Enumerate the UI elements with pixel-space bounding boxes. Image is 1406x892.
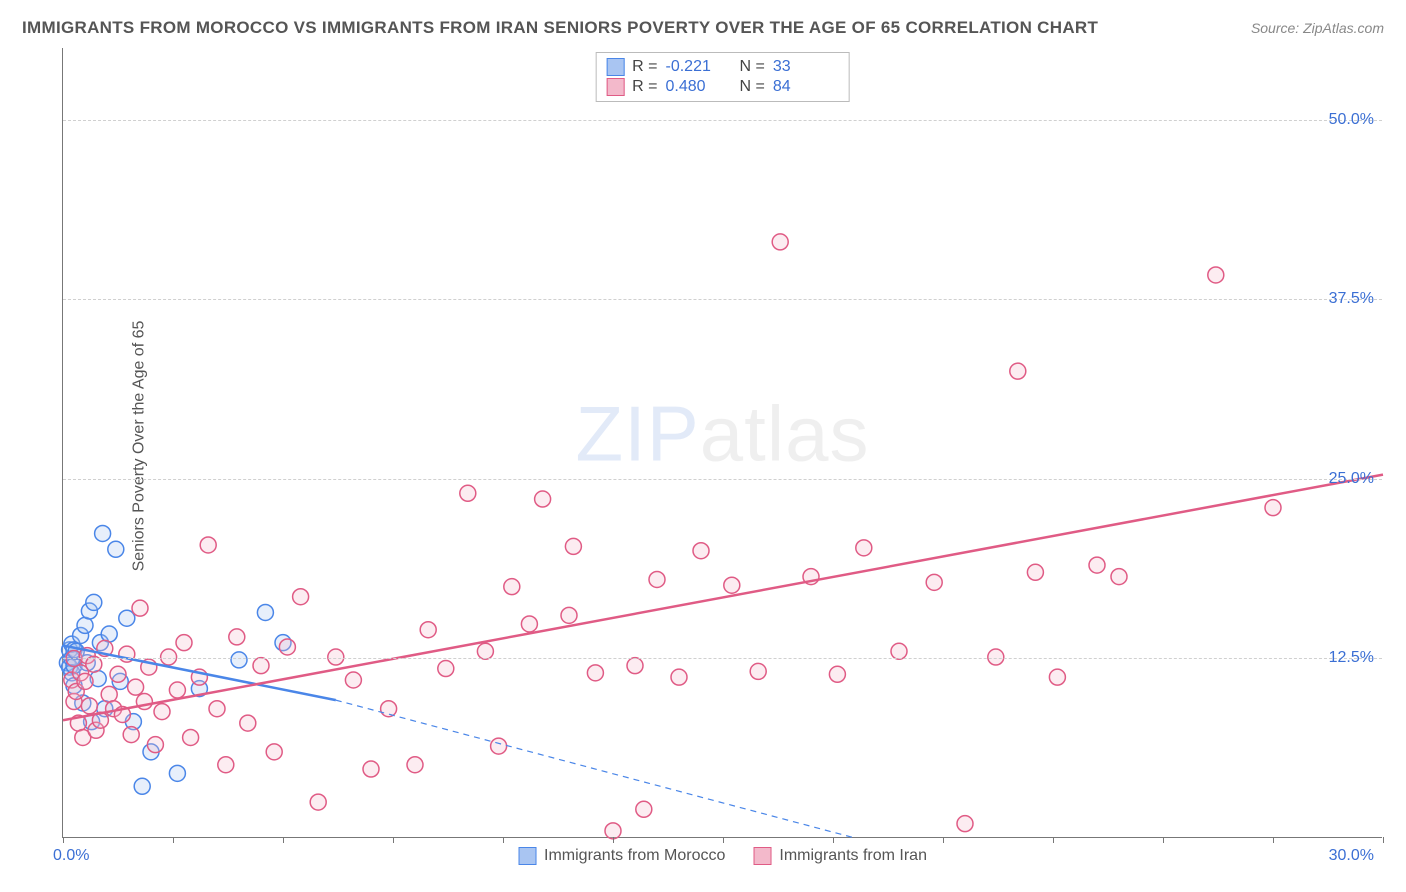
x-tick bbox=[283, 837, 284, 843]
legend-swatch-iran bbox=[753, 847, 771, 865]
legend-label-iran: Immigrants from Iran bbox=[779, 847, 927, 865]
x-tick bbox=[1053, 837, 1054, 843]
y-tick-label: 12.5% bbox=[1329, 649, 1374, 667]
y-tick-label: 37.5% bbox=[1329, 290, 1374, 308]
x-tick bbox=[943, 837, 944, 843]
x-tick bbox=[173, 837, 174, 843]
x-tick bbox=[1273, 837, 1274, 843]
x-tick bbox=[833, 837, 834, 843]
legend-item-iran: Immigrants from Iran bbox=[753, 847, 927, 865]
bottom-legend: Immigrants from Morocco Immigrants from … bbox=[518, 847, 927, 865]
legend-swatch-morocco bbox=[518, 847, 536, 865]
y-tick-label: 25.0% bbox=[1329, 470, 1374, 488]
x-max-label: 30.0% bbox=[1329, 847, 1374, 865]
legend-item-morocco: Immigrants from Morocco bbox=[518, 847, 725, 865]
legend-label-morocco: Immigrants from Morocco bbox=[544, 847, 725, 865]
x-tick bbox=[63, 837, 64, 843]
x-tick bbox=[503, 837, 504, 843]
x-tick bbox=[1383, 837, 1384, 843]
x-min-label: 0.0% bbox=[53, 847, 89, 865]
scatter-svg bbox=[63, 48, 1382, 837]
x-tick bbox=[613, 837, 614, 843]
y-tick-label: 50.0% bbox=[1329, 111, 1374, 129]
source-attribution: Source: ZipAtlas.com bbox=[1251, 20, 1384, 36]
gridline-h bbox=[63, 120, 1382, 121]
gridline-h bbox=[63, 479, 1382, 480]
gridline-h bbox=[63, 299, 1382, 300]
title-bar: IMMIGRANTS FROM MOROCCO VS IMMIGRANTS FR… bbox=[22, 18, 1384, 38]
plot-area: ZIPatlas R = -0.221 N = 33 R = 0.480 N =… bbox=[62, 48, 1382, 838]
x-tick bbox=[723, 837, 724, 843]
x-tick bbox=[1163, 837, 1164, 843]
gridline-h bbox=[63, 658, 1382, 659]
x-tick bbox=[393, 837, 394, 843]
chart-title: IMMIGRANTS FROM MOROCCO VS IMMIGRANTS FR… bbox=[22, 18, 1098, 38]
